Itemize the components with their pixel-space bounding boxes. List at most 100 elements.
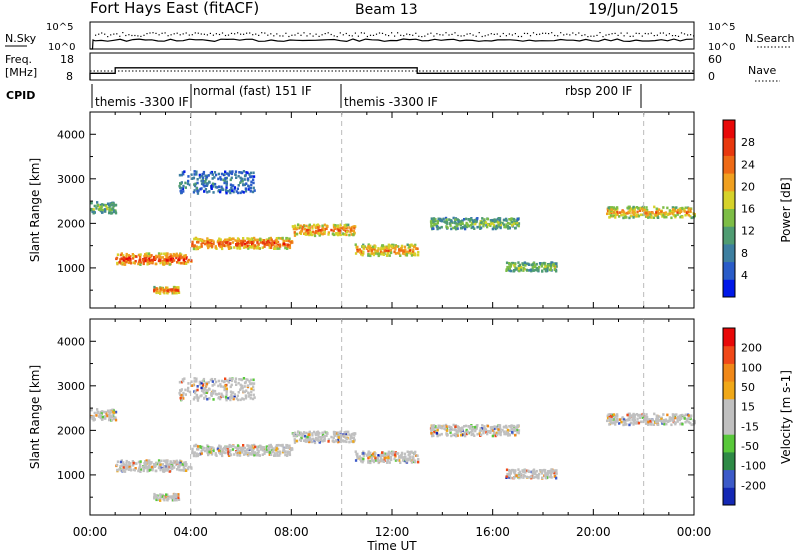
nsearch-point (264, 32, 266, 34)
velocity-cell (252, 382, 256, 385)
velocity-cell (383, 456, 386, 460)
velocity-cell (139, 460, 142, 463)
nsearch-point (291, 34, 293, 36)
freq-tick-bottom: 8 (66, 70, 73, 83)
velocity-cell (225, 398, 228, 402)
power-cell (197, 246, 201, 249)
velocity-cell (243, 449, 246, 453)
power-cell (361, 253, 364, 257)
power-cell (133, 255, 137, 258)
power-cell (378, 252, 381, 255)
power-cell (626, 212, 629, 215)
velocity-cell (610, 413, 613, 417)
nsearch-point (309, 33, 311, 35)
nsearch-point (511, 34, 513, 36)
velocity-cell (516, 425, 519, 428)
velocity-cell (508, 425, 511, 428)
velocity-cell (512, 476, 516, 480)
velocity-cell (243, 385, 246, 388)
velocity-cell (546, 476, 549, 479)
velocity-cell (154, 464, 157, 468)
power-cell (658, 208, 661, 211)
power-cell (288, 237, 291, 241)
nsearch-point (252, 34, 254, 36)
velocity-cell (116, 468, 119, 472)
velocity-cell (249, 397, 252, 400)
power-cell (252, 171, 255, 175)
nsearch-point (677, 35, 680, 37)
velocity-cell (256, 448, 259, 451)
power-cell (270, 238, 273, 242)
power-cell (275, 240, 279, 243)
power-cell (162, 262, 165, 266)
velocity-cell (198, 380, 201, 384)
power-cell (637, 214, 641, 218)
power-cell (629, 207, 632, 210)
velocity-cell (273, 448, 276, 452)
nsearch-point (240, 33, 242, 35)
velocity-cell (163, 459, 166, 463)
velocity-cell (229, 398, 232, 402)
power-cell (504, 218, 507, 222)
power-cell (166, 259, 169, 262)
power-cell (172, 252, 175, 256)
power-cell (485, 224, 488, 227)
velocity-cell (345, 437, 349, 441)
power-cell (323, 232, 326, 235)
velocity-cell (166, 459, 169, 462)
power-cell (127, 258, 130, 261)
velocity-cell (261, 453, 264, 456)
velocity-cell (681, 422, 684, 426)
power-cell (448, 222, 451, 225)
velocity-cell (497, 428, 500, 431)
power-cell (623, 211, 626, 214)
power-cell (193, 170, 196, 173)
velocity-cell (379, 458, 383, 461)
velocity-cell (213, 383, 216, 386)
date-title: 19/Jun/2015 (588, 0, 679, 18)
power-cell (397, 245, 400, 248)
power-cell (180, 173, 183, 177)
power-cell (350, 233, 353, 236)
velocity-cell (296, 433, 299, 436)
velocity-cell (522, 476, 525, 479)
velocity-cell (212, 398, 215, 401)
velocity-cell (195, 454, 198, 458)
velocity-cell (179, 396, 182, 400)
nsearch-point (378, 32, 381, 34)
nsky-panel: N.Sky 10^5 10^0 10^5 10^0 N.Search (5, 21, 795, 53)
power-cell (348, 226, 351, 229)
velocity-cell (555, 476, 558, 480)
velocity-cell (137, 469, 140, 473)
velocity-cell (367, 459, 370, 463)
nsearch-point (581, 34, 583, 37)
power-cell (498, 221, 501, 225)
velocity-cell (550, 468, 553, 472)
nsearch-point (381, 32, 384, 34)
velocity-cell (343, 440, 347, 443)
power-cell (457, 219, 460, 222)
power-cell (211, 173, 214, 176)
velocity-cell (200, 452, 203, 455)
nsearch-point (593, 35, 595, 37)
velocity-cell (227, 452, 230, 456)
velocity-cell (166, 498, 169, 502)
velocity-cell (335, 439, 338, 443)
power-cell (645, 215, 648, 218)
power-cell (374, 252, 377, 255)
power-cell (236, 237, 240, 240)
velocity-cell (182, 469, 185, 472)
velocity-cell (292, 432, 295, 436)
power-cell (166, 286, 169, 290)
power-cell (430, 221, 433, 225)
power-cell (157, 291, 160, 294)
velocity-cell (190, 380, 193, 383)
power-cell (318, 234, 321, 237)
power-cell (311, 225, 314, 228)
velocity-cell (506, 432, 509, 435)
power-cell (298, 231, 302, 234)
power-cell (248, 173, 251, 176)
velocity-cell (635, 413, 639, 416)
power-cell (317, 226, 320, 230)
power-cell (337, 231, 340, 235)
